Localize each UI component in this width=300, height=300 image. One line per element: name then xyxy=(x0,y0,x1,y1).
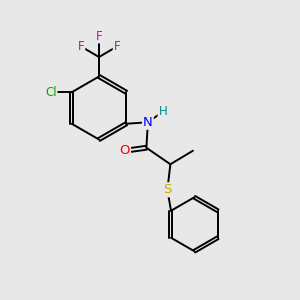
Text: F: F xyxy=(96,29,102,43)
Text: Cl: Cl xyxy=(45,86,56,99)
Text: N: N xyxy=(143,116,153,129)
Text: F: F xyxy=(114,40,120,53)
Text: F: F xyxy=(78,40,84,53)
Text: S: S xyxy=(163,183,172,196)
Text: H: H xyxy=(158,105,167,118)
Text: O: O xyxy=(119,144,130,157)
